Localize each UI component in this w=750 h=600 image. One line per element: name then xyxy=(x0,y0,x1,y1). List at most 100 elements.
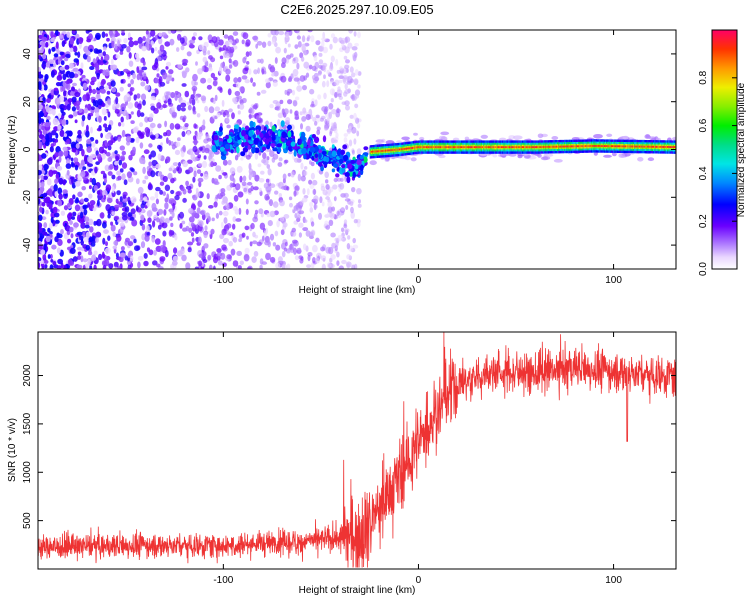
spectrogram-noise-cell xyxy=(328,246,334,255)
spectrogram-noise-cell xyxy=(226,113,230,118)
spectrogram-ridge-cell xyxy=(325,156,330,163)
spectrogram-halo-cell xyxy=(622,135,629,140)
spectrogram-band-cell xyxy=(663,146,665,148)
spectrogram-noise-cell xyxy=(193,170,197,178)
spectrogram-noise-cell xyxy=(95,93,101,100)
spectrogram-ridge-cell xyxy=(230,149,234,154)
spectrogram-noise-cell xyxy=(120,116,124,123)
spectrogram-ridge-cell xyxy=(233,142,239,148)
spectrogram-noise-cell xyxy=(40,249,46,256)
spectrogram-noise-cell xyxy=(72,256,78,262)
spectrogram-noise-cell xyxy=(144,205,148,209)
spectrogram-band-cell xyxy=(644,145,647,148)
spectrogram-noise-cell xyxy=(305,114,311,121)
spectrogram-noise-cell xyxy=(127,102,134,109)
spectrogram-noise-cell xyxy=(87,163,93,168)
spectrogram-band-cell xyxy=(407,147,409,150)
spectrogram-noise-cell xyxy=(38,66,41,74)
snr-ytick-label: 500 xyxy=(22,512,33,529)
spectrogram-noise-cell xyxy=(42,60,46,65)
spectrogram-noise-cell xyxy=(283,247,288,252)
spectrogram-band-cell xyxy=(568,145,571,148)
spectrogram-noise-cell xyxy=(60,107,64,114)
spectrogram-noise-cell xyxy=(349,201,354,206)
spectrogram-noise-cell xyxy=(186,130,191,136)
spectrogram-noise-cell xyxy=(315,114,320,119)
spectrogram-band-cell xyxy=(489,146,491,149)
spectrogram-noise-cell xyxy=(174,195,180,201)
spectrogram-noise-cell xyxy=(105,133,111,140)
spectrogram-ridge-cell xyxy=(303,141,308,148)
spectrogram-noise-cell xyxy=(78,37,84,44)
spectrogram-noise-cell xyxy=(82,94,88,102)
spectrogram-noise-cell xyxy=(319,196,323,204)
spectrogram-band-cell xyxy=(541,146,544,148)
spectrogram-noise-cell xyxy=(107,98,111,105)
spectrogram-ridge-cell xyxy=(253,138,259,145)
spectrogram-band-cell xyxy=(596,145,599,147)
spectrogram-noise-cell xyxy=(181,131,186,137)
spectrogram-noise-cell xyxy=(213,76,218,81)
spectrogram-noise-cell xyxy=(309,231,314,239)
spectrogram-noise-cell xyxy=(169,208,173,215)
spectrogram-band-cell xyxy=(669,146,671,148)
spectrogram-noise-cell xyxy=(331,108,337,115)
spectrogram-noise-cell xyxy=(43,259,49,264)
spectrogram-noise-cell xyxy=(131,219,138,227)
spectrogram-band-cell xyxy=(424,146,427,149)
spectrogram-band-cell xyxy=(550,145,552,148)
spectrogram-noise-cell xyxy=(111,87,117,93)
spectrogram-noise-cell xyxy=(324,171,330,179)
spectrogram-noise-cell xyxy=(38,54,42,60)
spectrogram-ridge-cell xyxy=(352,171,357,179)
spectrogram-noise-cell xyxy=(57,125,62,130)
spectrogram-noise-cell xyxy=(198,181,202,188)
spectrogram-noise-cell xyxy=(166,193,170,201)
spectrogram-noise-cell xyxy=(81,119,85,127)
spectrogram-band-cell xyxy=(370,150,373,153)
spectrogram-noise-cell xyxy=(341,259,347,265)
spectrogram-noise-cell xyxy=(153,249,157,256)
spectrogram-noise-cell xyxy=(158,76,163,84)
spectrogram-noise-cell xyxy=(232,59,239,67)
spectrogram-noise-cell xyxy=(150,95,156,100)
spectrogram-noise-cell xyxy=(135,178,140,185)
spectrogram-noise-cell xyxy=(93,48,99,54)
spectrogram-noise-cell xyxy=(56,232,60,237)
spectrogram-noise-cell xyxy=(77,129,82,136)
spectrogram-noise-cell xyxy=(207,254,212,261)
spectrogram-noise-cell xyxy=(39,206,43,213)
spectrogram-band-cell xyxy=(490,146,492,149)
spectrogram-band-cell xyxy=(579,145,581,148)
spectrogram-noise-cell xyxy=(74,52,78,56)
spectrogram-noise-cell xyxy=(313,188,316,195)
spectrogram-noise-cell xyxy=(157,224,162,230)
spectrogram-ridge-cell xyxy=(311,155,315,161)
spectrogram-noise-cell xyxy=(303,50,308,56)
spectrogram-noise-cell xyxy=(164,94,169,100)
spectrogram-noise-cell xyxy=(72,30,76,34)
spectrogram-noise-cell xyxy=(218,210,223,216)
spectrogram-noise-cell xyxy=(109,164,114,170)
spectrogram-noise-cell xyxy=(345,205,349,210)
spectrogram-band-cell xyxy=(580,145,582,148)
spectrogram-noise-cell xyxy=(234,90,241,97)
spectrogram-noise-cell xyxy=(255,43,259,49)
spectrogram-band-cell xyxy=(551,145,553,148)
spectrogram-noise-cell xyxy=(243,254,250,262)
spectrogram-noise-cell xyxy=(314,121,318,126)
spectrogram-band-cell xyxy=(553,145,555,148)
spectrogram-noise-cell xyxy=(75,100,81,106)
spectrogram-noise-cell xyxy=(322,189,328,196)
spectrogram-noise-cell xyxy=(330,55,335,63)
spectrogram-band-cell xyxy=(557,145,559,148)
spectrogram-noise-cell xyxy=(92,99,97,107)
spectrogram-ridge-cell xyxy=(356,159,362,166)
spectrogram-band-cell xyxy=(466,146,469,149)
spectrogram-noise-cell xyxy=(108,263,114,269)
spectrogram-band-cell xyxy=(494,146,497,149)
spectrogram-noise-cell xyxy=(215,194,219,200)
spectrogram-ridge-cell xyxy=(336,166,340,172)
spectrogram-noise-cell xyxy=(174,234,178,241)
